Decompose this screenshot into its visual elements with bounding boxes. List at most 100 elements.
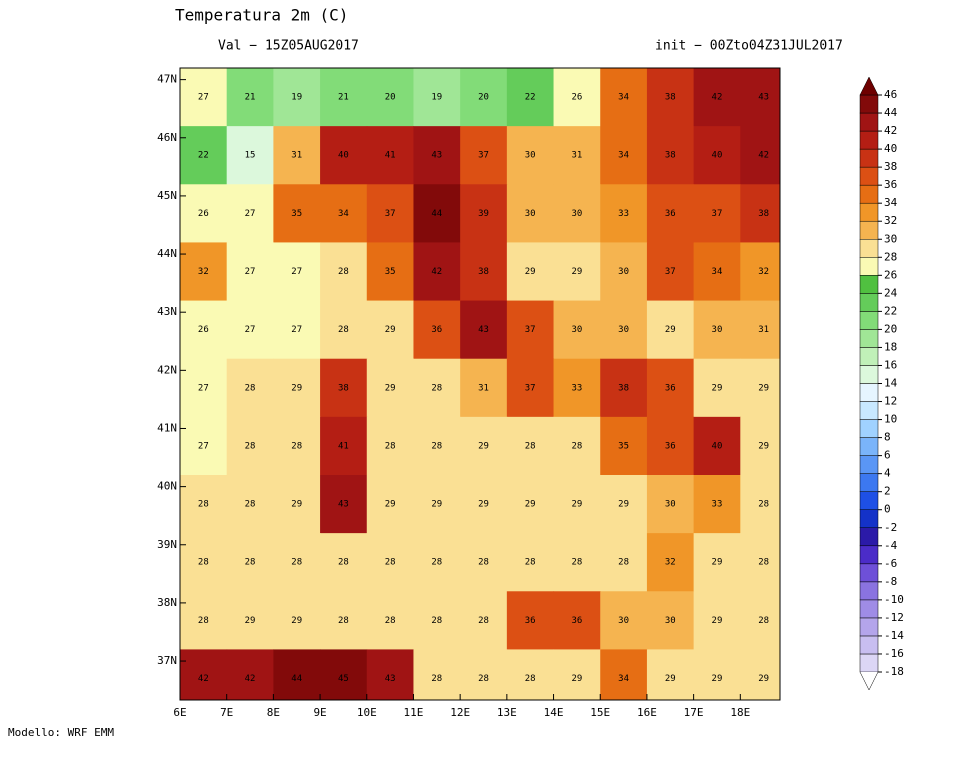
field-value: 28 xyxy=(385,441,396,451)
field-value: 33 xyxy=(618,209,629,219)
field-value: 26 xyxy=(198,209,209,219)
field-cell xyxy=(413,184,461,243)
map-frame xyxy=(179,67,781,701)
colorbar-bottom xyxy=(859,671,879,691)
field-value: 38 xyxy=(758,209,769,219)
field-cell xyxy=(320,184,368,243)
field-value: 29 xyxy=(525,500,536,510)
field-cell xyxy=(506,358,555,418)
field-cell xyxy=(553,300,601,360)
field-cell xyxy=(553,649,601,700)
field-value: 37 xyxy=(525,325,536,335)
field-cell xyxy=(693,184,741,243)
field-value: 22 xyxy=(525,93,536,103)
field-cell xyxy=(226,591,274,650)
field-cell xyxy=(273,68,321,127)
field-value: 28 xyxy=(431,674,442,684)
field-cell xyxy=(693,242,741,302)
field-value: 28 xyxy=(198,558,209,568)
field-cell xyxy=(553,474,601,534)
field-cell xyxy=(366,68,414,127)
colorbar-label: 40 xyxy=(884,142,897,155)
field-cell xyxy=(413,474,461,534)
x-tick-label: 14E xyxy=(544,706,564,719)
colorbar-label: 34 xyxy=(884,196,898,209)
field-value: 27 xyxy=(245,209,256,219)
colorbar-label: 2 xyxy=(884,485,891,498)
field-value: 30 xyxy=(712,325,723,335)
field-cell xyxy=(273,591,321,650)
field-value: 21 xyxy=(245,93,256,103)
field-value: 29 xyxy=(712,616,723,626)
field-cell xyxy=(366,300,414,360)
field-value: 19 xyxy=(431,93,442,103)
field-value: 31 xyxy=(478,383,489,393)
field-cell xyxy=(180,649,228,700)
field-cell xyxy=(646,649,695,700)
colorbar-box xyxy=(859,184,879,204)
colorbar-box xyxy=(859,419,879,438)
field-value: 30 xyxy=(665,500,676,510)
field-value: 27 xyxy=(198,383,209,393)
field-cell xyxy=(320,474,368,534)
field-value: 44 xyxy=(431,209,442,219)
x-tick-label: 8E xyxy=(267,706,280,719)
colorbar-box xyxy=(859,275,879,294)
field-value: 43 xyxy=(338,500,349,510)
y-tick-label: 39N xyxy=(157,538,177,551)
field-cell xyxy=(646,416,695,476)
field-cell xyxy=(226,68,274,127)
field-value: 30 xyxy=(525,151,536,161)
field-cell xyxy=(693,358,741,418)
field-cell xyxy=(320,300,368,360)
field-cell xyxy=(740,416,780,476)
field-cell xyxy=(693,649,741,700)
colorbar-box xyxy=(859,220,879,240)
field-cell xyxy=(693,533,741,592)
colorbar-label: 30 xyxy=(884,232,897,245)
field-value: 29 xyxy=(571,674,582,684)
field-cell xyxy=(413,242,461,302)
field-cell xyxy=(180,416,228,476)
colorbar-label: -14 xyxy=(884,629,904,642)
field-cell xyxy=(460,649,508,700)
field-value: 20 xyxy=(385,93,396,103)
field-cell xyxy=(366,649,414,700)
field-value: 30 xyxy=(618,325,629,335)
field-cell xyxy=(180,474,228,534)
colorbar-label: -6 xyxy=(884,557,897,570)
field-value: 34 xyxy=(618,674,629,684)
field-cell xyxy=(600,649,648,700)
field-value: 37 xyxy=(665,267,676,277)
field-cell xyxy=(366,184,414,243)
y-tick-label: 38N xyxy=(157,596,177,609)
colorbar-label: 20 xyxy=(884,322,897,335)
colorbar-label: 0 xyxy=(884,503,891,516)
field-value: 29 xyxy=(571,267,582,277)
field-cell xyxy=(506,126,555,185)
field-value: 35 xyxy=(618,441,629,451)
field-cell xyxy=(553,591,601,650)
field-value: 41 xyxy=(338,441,349,451)
field-value: 28 xyxy=(431,558,442,568)
field-cell xyxy=(320,591,368,650)
colorbar-label: 4 xyxy=(884,467,891,480)
field-cell xyxy=(553,358,601,418)
field-cell xyxy=(600,184,648,243)
field-cell xyxy=(553,126,601,185)
field-value: 43 xyxy=(385,674,396,684)
field-value: 28 xyxy=(338,267,349,277)
field-value: 36 xyxy=(665,441,676,451)
field-value: 42 xyxy=(712,93,723,103)
field-cell xyxy=(226,533,274,592)
field-cell xyxy=(366,358,414,418)
field-cell xyxy=(460,474,508,534)
field-value: 35 xyxy=(291,209,302,219)
field-cell xyxy=(460,126,508,185)
field-cell xyxy=(600,591,648,650)
field-cell xyxy=(646,126,695,185)
field-cell xyxy=(460,591,508,650)
field-value: 27 xyxy=(291,325,302,335)
x-tick-label: 6E xyxy=(173,706,186,719)
